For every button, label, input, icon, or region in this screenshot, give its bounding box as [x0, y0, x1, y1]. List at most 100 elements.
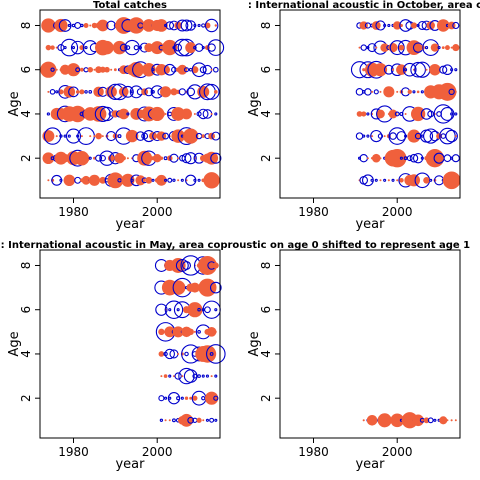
- bubble-positive: [201, 46, 205, 50]
- bubble-positive: [174, 43, 183, 52]
- bubble-negative: [425, 68, 428, 71]
- bubble-positive: [75, 67, 81, 73]
- bubble-positive: [178, 367, 195, 385]
- bubble-negative: [429, 63, 441, 76]
- bubble-positive: [174, 372, 182, 380]
- bubble-negative: [404, 112, 407, 115]
- bubble-positive: [197, 23, 201, 28]
- bubble-negative: [202, 419, 205, 422]
- bubble-negative: [99, 66, 106, 73]
- bubble-negative: [125, 129, 139, 143]
- bubble-negative: [82, 154, 90, 162]
- bubble-positive: [182, 260, 192, 270]
- bubble-positive: [74, 22, 82, 29]
- bubble-negative: [95, 132, 102, 140]
- bubble-positive: [163, 156, 168, 161]
- y-axis-label: Age: [7, 331, 22, 356]
- bubble-positive: [420, 108, 433, 120]
- bubble-series: [362, 412, 457, 429]
- bubble-negative: [55, 135, 58, 138]
- bubble-positive: [383, 23, 387, 28]
- bubble-negative: [164, 326, 176, 338]
- bubble-negative: [89, 135, 92, 138]
- bubble-negative: [426, 21, 435, 30]
- bubble-negative: [96, 19, 109, 32]
- bubble-negative: [93, 156, 96, 160]
- bubble-negative: [214, 90, 218, 94]
- bubble-negative: [444, 45, 450, 51]
- bubble-negative: [128, 17, 145, 34]
- bubble-positive: [417, 20, 427, 31]
- bubble-positive: [454, 112, 458, 116]
- bubble-negative: [135, 175, 146, 186]
- y-tick-label: 4: [259, 350, 273, 358]
- y-axis-label: Age: [247, 91, 262, 116]
- bubble-negative: [107, 154, 115, 162]
- bubble-positive: [130, 90, 134, 94]
- bubble-negative: [118, 108, 130, 120]
- bubble-negative: [206, 327, 217, 337]
- chart-panel-2: 1980 2000 2 4 6 8 year Age: International acous…: [247, 0, 480, 232]
- bubble-negative: [187, 328, 194, 336]
- bubble-negative: [75, 90, 80, 94]
- bubble-positive: [197, 178, 201, 182]
- bubble-positive: [180, 178, 184, 182]
- bubble-positive: [201, 374, 205, 378]
- bubble-negative: [450, 419, 453, 422]
- bubble-negative: [442, 171, 461, 190]
- bubble-positive: [201, 396, 206, 401]
- bubble-positive: [214, 418, 218, 422]
- bubble-positive: [399, 156, 403, 160]
- x-tick-label: 1980: [298, 205, 329, 219]
- bubble-negative: [54, 18, 68, 33]
- bubble-negative: [183, 128, 199, 144]
- bubble-negative: [171, 107, 186, 121]
- plot-frame: [279, 9, 461, 199]
- bubble-negative: [446, 419, 449, 422]
- bubble-negative: [210, 375, 213, 378]
- x-tick-label: 2000: [142, 205, 173, 219]
- bubble-negative: [157, 110, 165, 118]
- bubble-positive: [165, 21, 175, 30]
- bubble-negative: [112, 40, 127, 55]
- bubble-negative: [407, 89, 412, 95]
- bubble-positive: [404, 68, 408, 72]
- bubble-positive: [46, 112, 50, 116]
- bubble-negative: [396, 90, 399, 93]
- bubble-negative: [198, 345, 217, 363]
- bubble-positive: [50, 67, 55, 72]
- bubble-positive: [454, 68, 458, 72]
- bubble-positive: [172, 178, 176, 182]
- bubble-positive: [162, 132, 169, 140]
- bubble-positive: [389, 132, 397, 140]
- bubble-negative: [454, 135, 457, 138]
- y-tick-label: 8: [259, 262, 273, 270]
- bubble-negative: [193, 112, 196, 115]
- bubble-positive: [133, 44, 139, 51]
- bubble-negative: [181, 108, 192, 120]
- bubble-series: [40, 17, 225, 189]
- bubble-positive: [159, 418, 164, 422]
- bubble-negative: [160, 86, 172, 98]
- y-tick-label: 6: [259, 306, 273, 314]
- bubble-positive: [443, 154, 452, 163]
- bubble-negative: [121, 173, 135, 187]
- bubble-positive: [184, 152, 197, 165]
- bubble-negative: [164, 112, 167, 115]
- bubble-negative: [366, 157, 369, 160]
- bubble-positive: [119, 43, 128, 52]
- bubble-positive: [214, 308, 218, 312]
- bubble-positive: [366, 134, 370, 138]
- bubble-negative: [126, 157, 129, 160]
- bubble-negative: [387, 148, 407, 168]
- bubble-negative: [383, 86, 395, 98]
- bubble-positive: [394, 111, 400, 117]
- bubble-negative: [55, 68, 58, 71]
- bubble-positive: [402, 62, 417, 77]
- bubble-positive: [184, 351, 189, 357]
- chart-panel-3: 1980 2000 2 4 6 8 year Age T02: International ac…: [0, 240, 470, 472]
- bubble-negative: [177, 64, 188, 75]
- bubble-negative: [89, 24, 92, 27]
- y-tick-label: 8: [19, 262, 33, 270]
- bubble-positive: [205, 418, 209, 422]
